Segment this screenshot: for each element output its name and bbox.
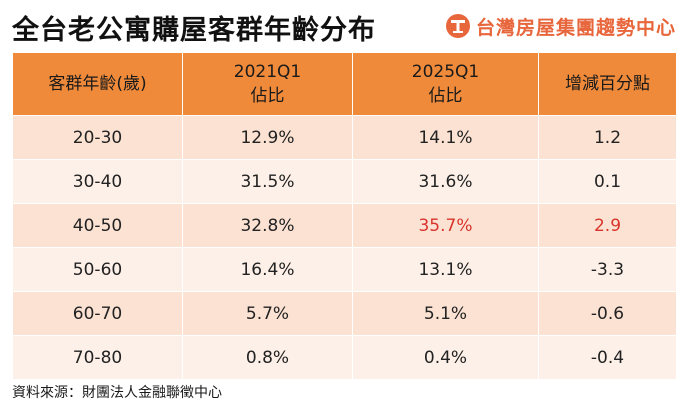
cell-change: 0.1: [538, 159, 677, 204]
cell-2025q1: 13.1%: [352, 247, 539, 292]
cell-2021q1: 16.4%: [182, 247, 353, 292]
cell-age: 40-50: [12, 203, 183, 248]
age-distribution-table-container: 客群年齡(歲) 2021Q1 佔比 2025Q1 佔比 增減百分點 20-30 …: [12, 52, 677, 380]
cell-age: 70-80: [12, 335, 183, 380]
header-2021q1-label: 2021Q1: [233, 62, 302, 82]
table-header-row: 客群年齡(歲) 2021Q1 佔比 2025Q1 佔比 增減百分點: [12, 52, 677, 116]
table-row: 70-80 0.8% 0.4% -0.4: [12, 335, 677, 380]
cell-age: 20-30: [12, 115, 183, 160]
cell-change: -0.4: [538, 335, 677, 380]
cell-age: 30-40: [12, 159, 183, 204]
brand-logo: 台灣房屋集團趨勢中心: [445, 12, 676, 40]
cell-2021q1: 32.8%: [182, 203, 353, 248]
header-2021q1-share: 2021Q1 佔比: [182, 52, 353, 116]
header-age-group-label: 客群年齡(歲): [48, 74, 147, 94]
header-2021q1-sublabel: 佔比: [250, 86, 285, 106]
building-logo-icon: [446, 14, 470, 38]
cell-2021q1: 12.9%: [182, 115, 353, 160]
cell-2025q1: 14.1%: [352, 115, 539, 160]
cell-change: 1.2: [538, 115, 677, 160]
cell-age: 60-70: [12, 291, 183, 336]
header-2025q1-share: 2025Q1 佔比: [352, 52, 539, 116]
table-row: 50-60 16.4% 13.1% -3.3: [12, 247, 677, 292]
cell-2021q1: 5.7%: [182, 291, 353, 336]
table-row: 60-70 5.7% 5.1% -0.6: [12, 291, 677, 336]
header-2025q1-sublabel: 佔比: [428, 86, 463, 106]
cell-2025q1-highlight: 35.7%: [352, 203, 539, 248]
cell-age: 50-60: [12, 247, 183, 292]
table-row: 40-50 32.8% 35.7% 2.9: [12, 203, 677, 248]
cell-2025q1: 5.1%: [352, 291, 539, 336]
page-title: 全台老公寓購屋客群年齡分布: [12, 15, 376, 46]
brand-name: 台灣房屋集團趨勢中心: [476, 16, 677, 39]
header-change-label: 增減百分點: [565, 74, 650, 94]
header-2025q1-label: 2025Q1: [411, 62, 480, 82]
age-distribution-table: 客群年齡(歲) 2021Q1 佔比 2025Q1 佔比 增減百分點 20-30 …: [12, 52, 677, 380]
cell-change-highlight: 2.9: [538, 203, 677, 248]
header-age-group: 客群年齡(歲): [12, 52, 183, 116]
cell-change: -0.6: [538, 291, 677, 336]
cell-change: -3.3: [538, 247, 677, 292]
cell-2025q1: 31.6%: [352, 159, 539, 204]
cell-2025q1: 0.4%: [352, 335, 539, 380]
cell-2021q1: 0.8%: [182, 335, 353, 380]
source-note: 資料來源：財團法人金融聯徵中心: [12, 385, 222, 401]
header-change-points: 增減百分點: [538, 52, 677, 116]
table-row: 30-40 31.5% 31.6% 0.1: [12, 159, 677, 204]
table-row: 20-30 12.9% 14.1% 1.2: [12, 115, 677, 160]
cell-2021q1: 31.5%: [182, 159, 353, 204]
